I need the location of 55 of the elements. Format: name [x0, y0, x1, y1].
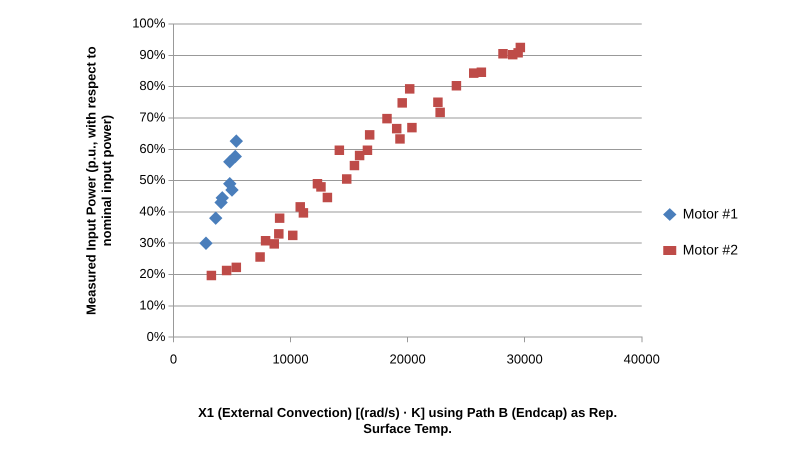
point: [255, 252, 265, 262]
point: [270, 239, 279, 249]
point: [298, 208, 308, 218]
point: [260, 236, 270, 246]
point: [362, 145, 372, 155]
point: [382, 114, 392, 124]
point: [452, 80, 462, 90]
y-tick-label: 80%: [139, 78, 166, 94]
y-tick-label: 0%: [146, 328, 166, 344]
y-tick-label: 10%: [139, 297, 166, 312]
y-tick-label: 60%: [139, 140, 166, 156]
point: [274, 213, 284, 223]
point: [334, 145, 344, 155]
point: [350, 160, 360, 170]
point: [395, 134, 405, 144]
point: [288, 230, 298, 240]
point: [476, 67, 486, 77]
point: [232, 262, 242, 272]
legend-label: Motor #1: [682, 205, 738, 222]
point: [274, 229, 284, 239]
legend-label: Motor #2: [682, 241, 738, 258]
point: [392, 124, 402, 134]
y-tick-label: 90%: [139, 46, 166, 62]
point: [433, 98, 443, 108]
point: [230, 134, 243, 148]
x-axis-title: X1 (External Convection) [(rad/s) · K] using Path B (Endcap) as Rep. Surface Temp.: [198, 405, 618, 436]
x-tick-label: 40000: [624, 352, 660, 367]
x-tick-label: 10000: [272, 352, 309, 367]
point: [435, 108, 445, 118]
point: [199, 236, 212, 250]
point: [342, 174, 352, 184]
point: [407, 122, 417, 132]
x-tick-label: 30000: [506, 352, 543, 367]
point: [508, 50, 518, 60]
point: [364, 130, 374, 140]
point: [206, 270, 216, 280]
point: [316, 182, 326, 192]
y-axis-title: Measured Input Power (p.u., with respect to nominal input power): [83, 46, 114, 315]
x-tick-label: 0: [170, 352, 178, 367]
point: [397, 98, 407, 108]
point: [228, 150, 242, 163]
y-tick-label: 50%: [139, 172, 166, 188]
point: [322, 192, 332, 202]
point: [222, 266, 232, 276]
point: [498, 49, 508, 58]
point: [209, 212, 222, 225]
x-tick-label: 20000: [390, 352, 426, 367]
point: [516, 42, 526, 52]
point: [354, 150, 364, 160]
y-tick-label: 30%: [139, 234, 166, 250]
y-tick-label: 100%: [132, 16, 166, 31]
point: [404, 84, 414, 94]
y-tick-label: 70%: [139, 110, 166, 125]
y-tick-label: 40%: [139, 204, 166, 218]
y-tick-label: 20%: [139, 266, 166, 282]
